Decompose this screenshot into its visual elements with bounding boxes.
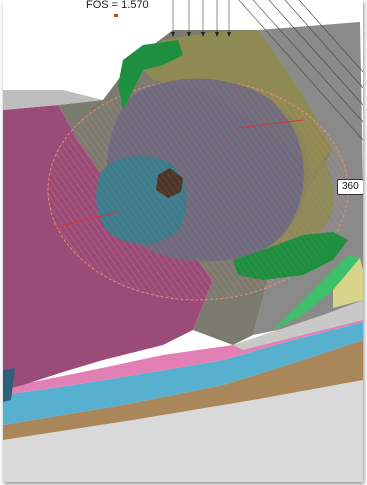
load-lines: [172, 0, 363, 141]
green-block-top: [118, 40, 183, 110]
light-green-wedge: [273, 255, 360, 330]
failure-hatch-overlay: [48, 80, 348, 300]
pink-soil-layer: [3, 305, 363, 395]
ground-surface: [3, 380, 363, 482]
left-edge-strip: [3, 368, 15, 402]
slip-radius-line-left: [52, 211, 119, 229]
fos-marker-icon: [114, 14, 118, 17]
yellow-wedge: [333, 258, 363, 308]
cyan-soil-layer: [3, 322, 363, 425]
dimension-label: 360: [337, 179, 363, 195]
slope-model-3d[interactable]: [3, 0, 363, 482]
fos-label: FOS = 1.570: [86, 0, 149, 11]
light-gray-band: [233, 300, 363, 350]
model-viewport[interactable]: FOS = 1.570 360: [3, 0, 363, 482]
slip-radius-line-right: [237, 119, 304, 129]
load-arrow-heads: [171, 32, 231, 37]
upper-ledge: [3, 90, 103, 110]
tan-soil-layer: [3, 340, 363, 440]
